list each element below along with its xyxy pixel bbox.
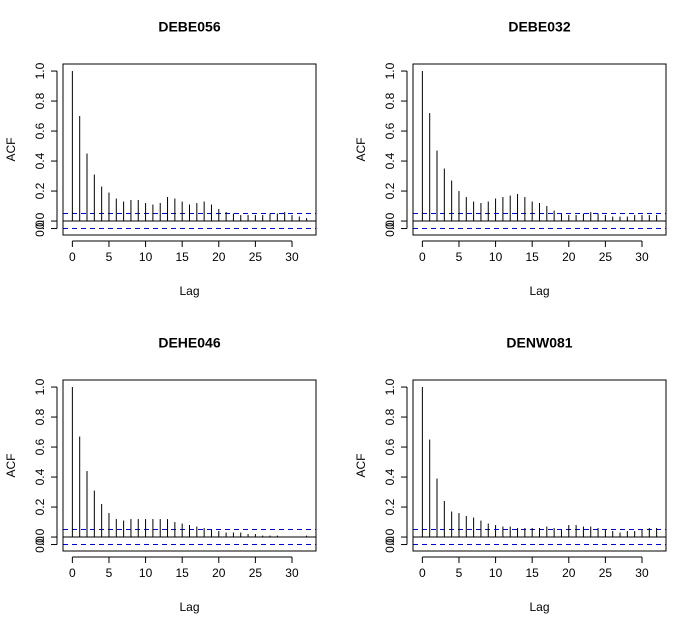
y-tick-label: 0.0 [33, 212, 47, 229]
x-tick-label: 25 [599, 250, 613, 264]
x-tick-label: 0 [419, 250, 426, 264]
y-tick-label: 0.2 [33, 498, 47, 515]
x-tick-label: 30 [285, 566, 299, 580]
y-tick-label: 0.4 [33, 152, 47, 169]
x-tick-label: 0 [419, 566, 426, 580]
y-tick-label: 0.4 [33, 468, 47, 485]
x-axis-label: Lag [179, 284, 199, 298]
x-tick-label: 0 [69, 250, 76, 264]
x-tick-label: 30 [635, 250, 649, 264]
x-tick-label: 15 [525, 566, 539, 580]
x-tick-label: 5 [106, 250, 113, 264]
y-tick-label: 0.2 [383, 182, 397, 199]
x-tick-label: 15 [175, 250, 189, 264]
y-axis-label: ACF [354, 138, 368, 162]
y-tick-label: 0.8 [383, 408, 397, 425]
x-tick-label: 30 [635, 566, 649, 580]
y-tick-label: 0.0 [383, 536, 397, 553]
y-tick-label: 0.0 [33, 528, 47, 545]
y-tick-label: 0.8 [33, 408, 47, 425]
x-tick-label: 20 [212, 250, 226, 264]
x-tick-label: 10 [489, 250, 503, 264]
x-tick-label: 15 [525, 250, 539, 264]
plot-box [412, 379, 667, 552]
plot-box [62, 379, 317, 552]
x-tick-label: 20 [562, 250, 576, 264]
y-tick-label: 0.2 [383, 498, 397, 515]
y-tick-label: 0.6 [383, 438, 397, 455]
y-tick-label: 1.0 [33, 62, 47, 79]
x-tick-label: 10 [489, 566, 503, 580]
x-tick-label: 10 [139, 250, 153, 264]
panel-title: DEBE056 [158, 19, 220, 35]
x-tick-label: 10 [139, 566, 153, 580]
panel-title: DENW081 [506, 335, 572, 351]
y-tick-label: 0.0 [33, 536, 47, 553]
y-tick-label: 0.0 [383, 212, 397, 229]
y-tick-label: 0.0 [383, 220, 397, 237]
x-tick-label: 20 [212, 566, 226, 580]
x-axis-label: Lag [529, 284, 549, 298]
x-tick-label: 25 [249, 250, 263, 264]
x-tick-label: 5 [456, 566, 463, 580]
x-axis-label: Lag [529, 600, 549, 614]
y-tick-label: 0.0 [33, 220, 47, 237]
x-tick-label: 20 [562, 566, 576, 580]
y-tick-label: 1.0 [383, 378, 397, 395]
y-axis-label: ACF [4, 138, 18, 162]
plot-box [412, 63, 667, 236]
y-tick-label: 0.6 [33, 438, 47, 455]
y-tick-label: 0.4 [383, 152, 397, 169]
x-tick-label: 30 [285, 250, 299, 264]
y-tick-label: 0.0 [383, 528, 397, 545]
y-axis-label: ACF [4, 454, 18, 478]
y-axis-label: ACF [354, 454, 368, 478]
y-tick-label: 0.4 [383, 468, 397, 485]
plot-box [62, 63, 317, 236]
y-tick-label: 1.0 [33, 378, 47, 395]
x-axis-label: Lag [179, 600, 199, 614]
x-tick-label: 25 [249, 566, 263, 580]
x-tick-label: 25 [599, 566, 613, 580]
panel-title: DEHE046 [158, 335, 220, 351]
x-tick-label: 0 [69, 566, 76, 580]
y-tick-label: 1.0 [383, 62, 397, 79]
y-tick-label: 0.6 [383, 122, 397, 139]
y-tick-label: 0.8 [383, 92, 397, 109]
x-tick-label: 5 [456, 250, 463, 264]
y-tick-label: 0.6 [33, 122, 47, 139]
y-tick-label: 0.2 [33, 182, 47, 199]
panel-title: DEBE032 [508, 19, 570, 35]
x-tick-label: 15 [175, 566, 189, 580]
y-tick-label: 0.8 [33, 92, 47, 109]
x-tick-label: 5 [106, 566, 113, 580]
